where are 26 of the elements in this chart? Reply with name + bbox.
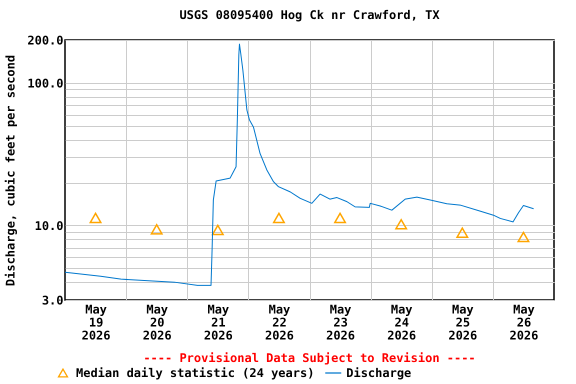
point <box>334 212 346 224</box>
chart-title: USGS 08095400 Hog Ck nr Crawford, TX <box>179 8 440 22</box>
point <box>150 224 163 235</box>
point <box>90 212 102 224</box>
x-tick-label: May 21 2026 <box>204 302 233 342</box>
text: ---- Provisional Data Subject to Revision ---- <box>143 351 476 365</box>
y-axis-title: Discharge, cubic feet per second <box>3 54 18 286</box>
x-tick-label: May 22 2026 <box>264 302 294 342</box>
point <box>272 212 285 224</box>
y-tick-label: 3.0 <box>42 294 64 308</box>
line-series <box>64 44 534 286</box>
y-tick-label: 10.0 <box>34 218 64 233</box>
point <box>212 224 224 236</box>
point <box>395 218 408 230</box>
y-tick-label: 100.0 <box>27 76 64 90</box>
legend-label: Discharge <box>346 366 412 380</box>
x-tick-label: May 23 2026 <box>326 302 356 342</box>
x-tick-label: May 19 2026 <box>82 302 111 342</box>
point <box>517 232 530 242</box>
legend-label: Median daily statistic (24 years) <box>76 366 314 380</box>
x-tick-label: May 25 2026 <box>448 302 478 342</box>
y-tick-label: 200.0 <box>27 34 64 48</box>
x-tick-label: May 20 2026 <box>142 302 172 342</box>
point <box>456 227 468 238</box>
x-tick-label: May 26 2026 <box>509 302 538 342</box>
x-tick-label: May 24 2026 <box>387 302 416 342</box>
